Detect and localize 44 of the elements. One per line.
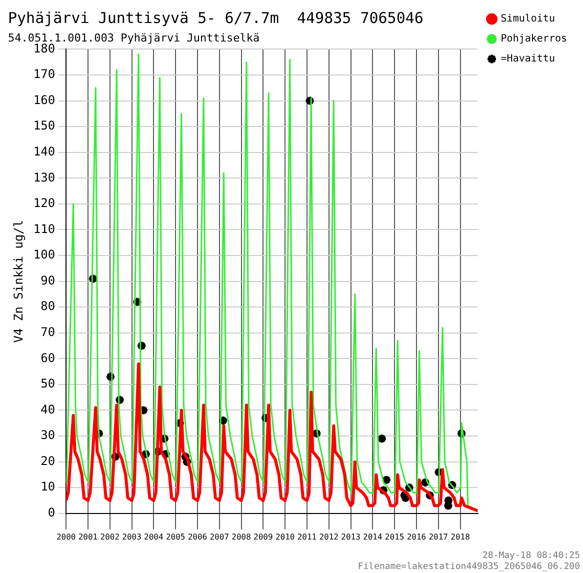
y-tick-label: 170 xyxy=(33,67,56,82)
x-tick-label: 2015 xyxy=(384,532,404,542)
x-tick-label: 2013 xyxy=(341,532,361,542)
chart-title: Pyhäjärvi Junttisyvä 5- 6/7.7m 449835 7065046 xyxy=(8,8,424,27)
y-tick-label: 50 xyxy=(40,376,56,391)
legend-label: Pohjakerros xyxy=(500,34,568,45)
x-tick-label: 2008 xyxy=(232,532,252,542)
x-tick-label: 2006 xyxy=(188,532,208,542)
y-tick-label: 120 xyxy=(33,196,56,210)
x-tick-label: 2011 xyxy=(297,532,317,542)
y-tick-label: 40 xyxy=(40,402,56,416)
y-tick-label: 90 xyxy=(40,273,56,288)
y-tick-label: 150 xyxy=(33,118,56,133)
y-tick-label: 0 xyxy=(48,506,56,520)
x-tick-label: 2016 xyxy=(406,532,426,542)
x-tick-label: 2007 xyxy=(210,532,230,542)
y-tick-label: 100 xyxy=(33,248,56,262)
text: 28-May-18 08:40:25 xyxy=(482,551,580,561)
x-tick-label: 2010 xyxy=(275,532,295,542)
x-tick-label: 2001 xyxy=(78,532,98,542)
y-tick-label: 130 xyxy=(33,170,56,184)
x-tick-label: 2017 xyxy=(428,532,448,542)
x-tick-label: 2002 xyxy=(100,532,120,542)
y-tick-label: 60 xyxy=(40,350,56,365)
x-tick-label: 2009 xyxy=(254,532,273,542)
y-tick-label: 20 xyxy=(40,454,56,468)
x-tick-label: 2003 xyxy=(122,532,142,542)
x-tick-label: 2012 xyxy=(319,532,339,542)
y-tick-label: 70 xyxy=(40,325,56,340)
text: Filename=lakestation449835_2065046_06.200 xyxy=(358,562,580,572)
x-tick-label: 2018 xyxy=(450,532,470,542)
y-axis-title: V4 Zn Sinkki ug/l xyxy=(11,220,26,343)
x-tick-label: 2004 xyxy=(144,532,164,542)
y-tick-label: 110 xyxy=(33,222,56,236)
y-tick-label: 160 xyxy=(33,92,56,107)
x-tick-label: 2005 xyxy=(166,532,186,542)
y-tick-label: 10 xyxy=(40,480,56,494)
y-tick-label: 140 xyxy=(33,144,56,158)
legend-label: Simuloitu xyxy=(500,14,555,25)
y-tick-label: 80 xyxy=(40,299,56,314)
y-tick-label: 30 xyxy=(40,428,56,442)
x-tick-label: 2014 xyxy=(363,532,382,542)
x-tick-label: 2000 xyxy=(56,532,76,542)
legend-label: =Havaittu xyxy=(500,54,555,65)
